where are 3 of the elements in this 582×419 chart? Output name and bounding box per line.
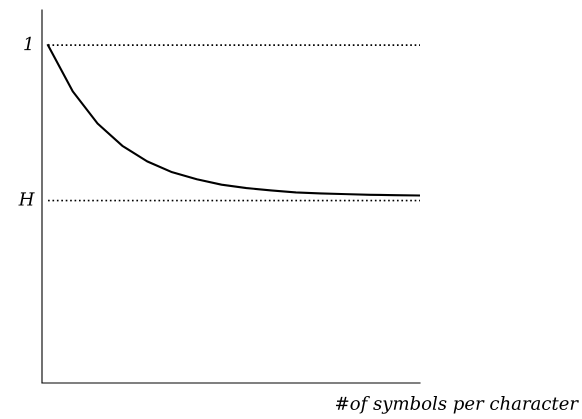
ref-line-label: 1: [24, 36, 31, 50]
x-axis-title: #of symbols per character: [336, 396, 579, 414]
ref-line-label: H: [18, 192, 35, 206]
